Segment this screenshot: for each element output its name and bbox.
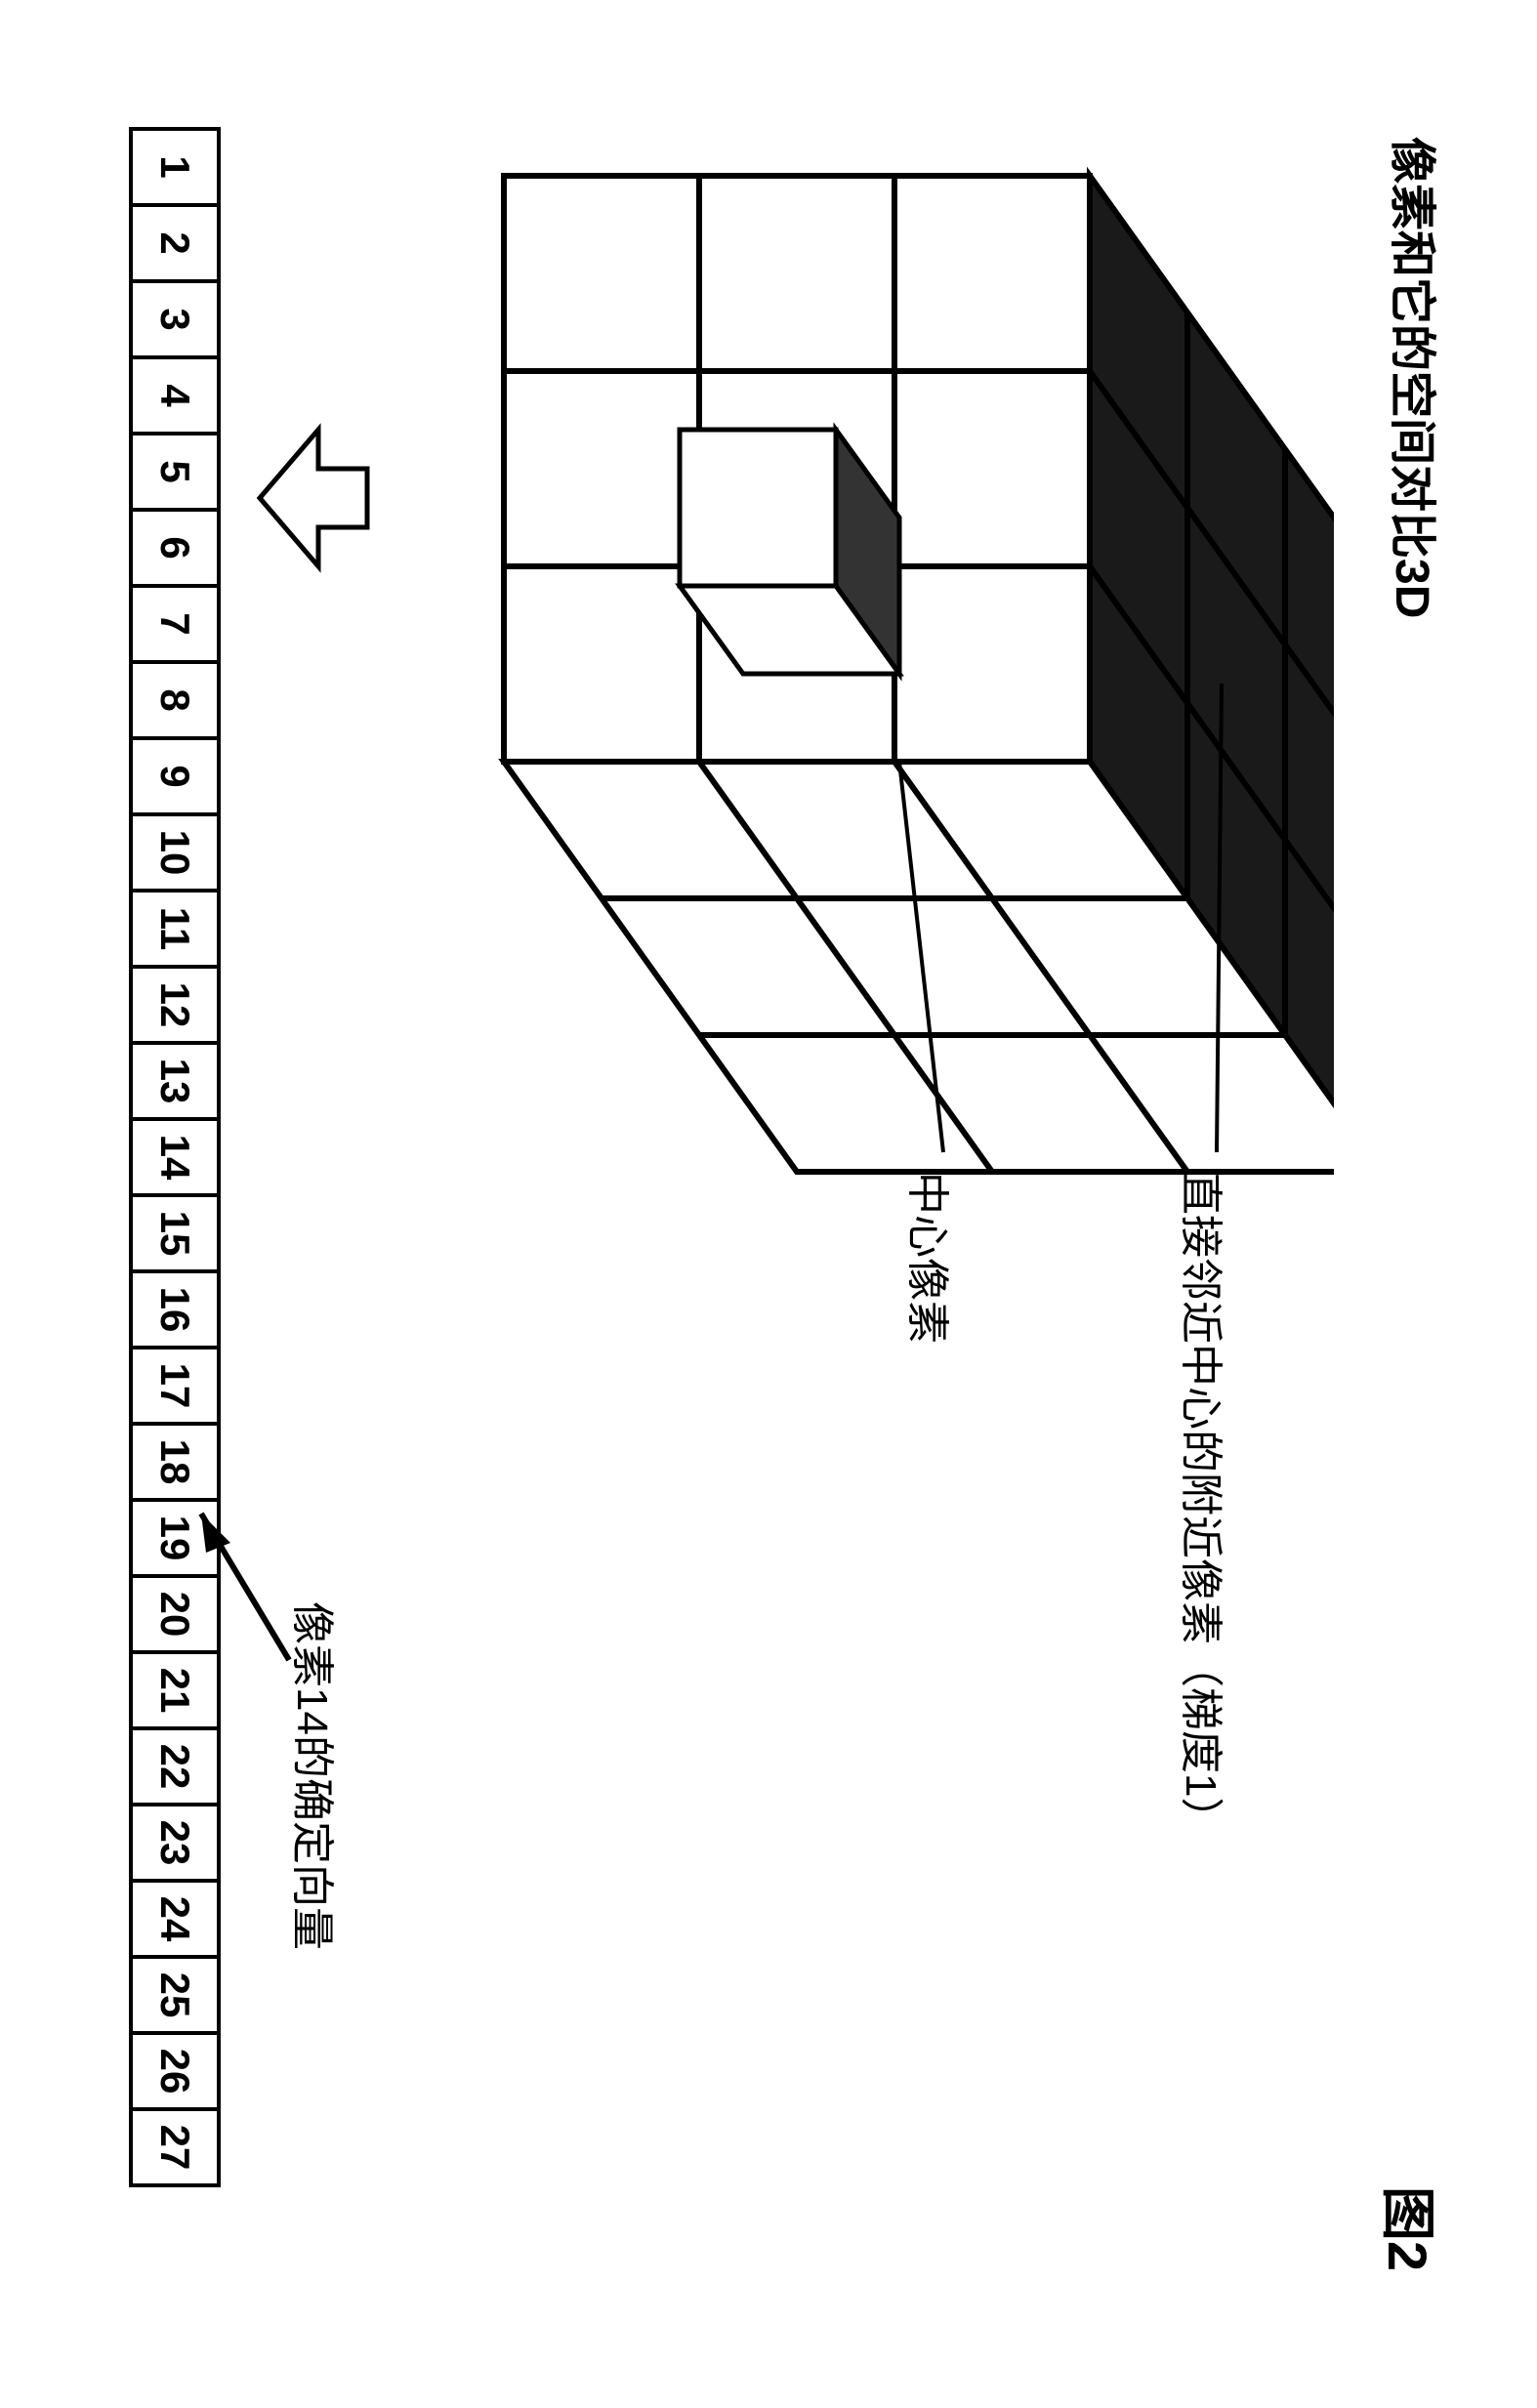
vector-cell: 24 (131, 1881, 219, 1957)
vector-cell: 11 (131, 891, 219, 967)
vector-cell: 16 (131, 1271, 219, 1348)
title-main: 像素和它的空间对比3D (1383, 137, 1451, 618)
vector-cell: 10 (131, 814, 219, 891)
figure-label: 图2 (1372, 2186, 1451, 2271)
vector-cell: 22 (131, 1728, 219, 1805)
vector-cell: 23 (131, 1805, 219, 1881)
neighbor-pixel-label: 直接邻近中心的附近像素（梯度1） (1174, 1172, 1236, 1840)
center-pixel-label: 中心像素 (900, 1172, 963, 1344)
vector-cell: 4 (131, 357, 219, 434)
vector-cell: 1 (131, 129, 219, 205)
vector-arrow-icon (172, 1494, 299, 1689)
vector-cell: 8 (131, 662, 219, 738)
vector-cell: 15 (131, 1195, 219, 1271)
vector-cell: 12 (131, 967, 219, 1043)
vector-cell: 14 (131, 1119, 219, 1195)
diagram-container: 像素和它的空间对比3D 图2 直接邻近中心的附近像素（梯度1） 中心像素 123… (0, 0, 1529, 2408)
vector-cell: 18 (131, 1424, 219, 1500)
vector-cell: 25 (131, 1957, 219, 2033)
vector-cell: 5 (131, 434, 219, 510)
vector-cell: 13 (131, 1043, 219, 1119)
vector-cell: 3 (131, 281, 219, 357)
down-arrow-icon (250, 420, 377, 576)
vector-cell: 26 (131, 2033, 219, 2109)
vector-cell: 27 (131, 2109, 219, 2185)
vector-table: 1234567891011121314151617181920212223242… (129, 127, 221, 2187)
vector-cell: 6 (131, 510, 219, 586)
vector-cell: 7 (131, 586, 219, 662)
vector-cell: 17 (131, 1348, 219, 1424)
vector-cell: 9 (131, 738, 219, 814)
vector-cell: 2 (131, 205, 219, 281)
